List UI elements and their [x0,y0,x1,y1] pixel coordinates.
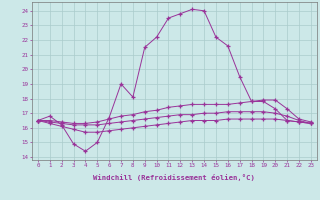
X-axis label: Windchill (Refroidissement éolien,°C): Windchill (Refroidissement éolien,°C) [93,174,255,181]
